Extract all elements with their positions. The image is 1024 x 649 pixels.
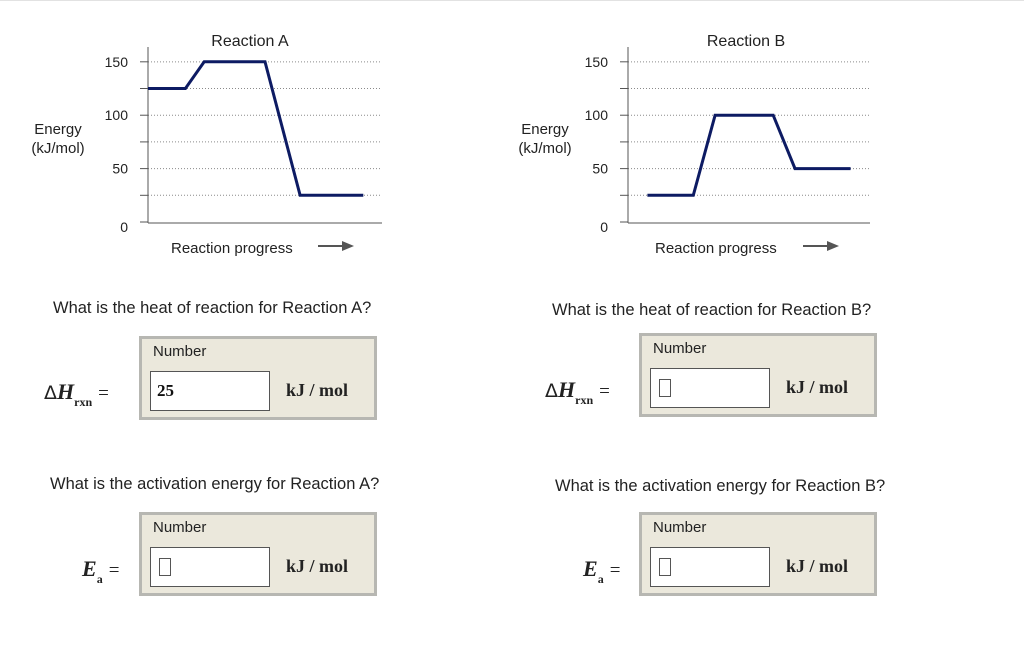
unit-label: kJ / mol xyxy=(286,380,349,400)
question-heat-a: What is the heat of reaction for Reactio… xyxy=(53,299,372,317)
answer-box-activation-b: Number kJ / mol xyxy=(639,512,877,596)
e-subscript: a xyxy=(597,572,604,587)
h-subscript: rxn xyxy=(74,395,93,410)
chart-b-title: Reaction B xyxy=(707,33,785,50)
delta-symbol: Δ xyxy=(545,380,558,402)
chart-b-ticks: 0 50 100 150 xyxy=(585,54,628,235)
chart-b-xlabel: Reaction progress xyxy=(655,240,777,257)
unit-label: kJ / mol xyxy=(286,556,349,576)
y-tick-label: 50 xyxy=(592,161,608,177)
top-divider xyxy=(0,0,1024,1)
chart-a-xlabel-arrow-icon xyxy=(318,241,354,251)
answer-box-title: Number xyxy=(653,519,707,536)
question-activation-a: What is the activation energy for Reacti… xyxy=(50,475,380,493)
y-tick-label: 150 xyxy=(585,54,609,70)
h-letter: H xyxy=(57,379,75,404)
ea-label-b: Ea = xyxy=(583,556,621,587)
chart-a-ylabel-line2: (kJ/mol) xyxy=(31,140,84,157)
chart-b-ylabel-line2: (kJ/mol) xyxy=(518,140,571,157)
y-tick-label: 0 xyxy=(120,219,128,235)
chart-b-ylabel-line1: Energy xyxy=(521,121,569,138)
heat-a-input[interactable] xyxy=(150,371,270,411)
h-letter: H xyxy=(558,377,576,402)
energy-diagram-b: 0 50 100 150 Reaction B Energy (kJ/mol) Rea… xyxy=(500,22,880,272)
y-tick-label: 0 xyxy=(600,219,608,235)
chart-b-svg: 0 50 100 150 Reaction B Energy (kJ/mol) Rea… xyxy=(518,33,870,257)
ea-label-a: Ea = xyxy=(82,556,120,587)
delta-h-label-b: ΔHrxn = xyxy=(545,377,610,408)
answer-box-title: Number xyxy=(653,340,707,357)
e-letter: E xyxy=(583,556,598,581)
energy-curve xyxy=(148,60,364,197)
answer-box-heat-b: Number kJ / mol xyxy=(639,333,877,417)
answer-box-title: Number xyxy=(153,519,207,536)
chart-b-axes xyxy=(627,47,870,224)
equals-sign: = xyxy=(599,381,610,402)
equals-sign: = xyxy=(609,560,621,581)
unit-label: kJ / mol xyxy=(786,556,849,576)
answer-box-activation-a: Number kJ / mol xyxy=(139,512,377,596)
equals-sign: = xyxy=(108,560,120,581)
activation-a-input[interactable] xyxy=(150,547,270,587)
chart-a-svg: 0 50 100 150 Reaction A Energy (kJ/mol) Rea… xyxy=(31,33,382,257)
question-heat-b: What is the heat of reaction for Reactio… xyxy=(552,301,872,319)
equals-sign: = xyxy=(98,383,109,404)
energy-curve xyxy=(647,113,851,197)
answer-box-title: Number xyxy=(153,343,207,360)
e-letter: E xyxy=(82,556,97,581)
chart-a-ticks: 0 50 100 150 xyxy=(105,54,148,235)
delta-h-label-a: ΔHrxn = xyxy=(44,379,109,410)
unit-label: kJ / mol xyxy=(786,377,849,397)
delta-symbol: Δ xyxy=(44,382,57,404)
chart-a-xlabel: Reaction progress xyxy=(171,240,293,257)
chart-a-title: Reaction A xyxy=(211,33,289,50)
chart-a-ylabel-line1: Energy xyxy=(34,121,82,138)
activation-b-input[interactable] xyxy=(650,547,770,587)
e-subscript: a xyxy=(96,572,103,587)
y-tick-label: 150 xyxy=(105,54,129,70)
heat-b-input[interactable] xyxy=(650,368,770,408)
y-tick-label: 50 xyxy=(112,161,128,177)
chart-a-series xyxy=(148,60,364,197)
energy-diagram-a: 0 50 100 150 Reaction A Energy (kJ/mol) Rea… xyxy=(20,22,400,272)
answer-box-heat-a: Number kJ / mol xyxy=(139,336,377,420)
h-subscript: rxn xyxy=(575,393,594,408)
chart-a-axes xyxy=(147,47,382,224)
chart-b-xlabel-arrow-icon xyxy=(803,241,839,251)
chart-b-series xyxy=(647,113,851,197)
chart-b-grid xyxy=(628,61,870,196)
chart-a-grid xyxy=(148,61,382,196)
question-activation-b: What is the activation energy for Reacti… xyxy=(555,477,886,495)
y-tick-label: 100 xyxy=(105,107,129,123)
y-tick-label: 100 xyxy=(585,107,609,123)
